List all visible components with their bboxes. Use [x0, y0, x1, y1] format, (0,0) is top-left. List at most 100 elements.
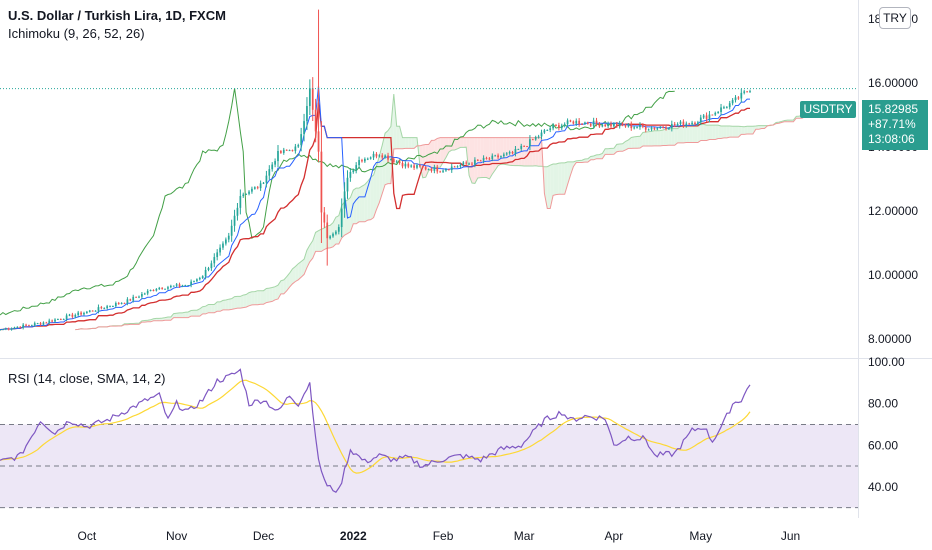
cloud-segment	[634, 136, 638, 149]
candle-body	[676, 124, 679, 126]
candle-body	[271, 164, 274, 170]
cloud-segment	[388, 126, 391, 184]
cloud-segment	[721, 126, 724, 139]
price-tick-label: 12.00000	[868, 204, 918, 218]
candle-body	[4, 328, 7, 330]
candle-body	[465, 162, 468, 164]
cloud-segment	[747, 126, 750, 134]
candle-body	[740, 92, 743, 99]
rsi-label[interactable]: RSI (14, close, SMA, 14, 2)	[8, 371, 166, 386]
cloud-segment	[309, 240, 313, 262]
candle-body	[80, 312, 82, 315]
cloud-segment	[428, 140, 432, 171]
ichimoku-label[interactable]: Ichimoku (9, 26, 52, 26)	[8, 26, 145, 41]
price-pane[interactable]	[0, 9, 858, 331]
candle-body	[190, 281, 192, 286]
candle-body	[308, 88, 311, 107]
candle-body	[685, 123, 688, 126]
cloud-segment	[214, 301, 218, 313]
cloud-segment	[405, 137, 409, 149]
cloud-segment	[492, 137, 496, 175]
candle-body	[569, 120, 572, 122]
cloud-segment	[448, 137, 452, 153]
candle-body	[329, 236, 331, 239]
candle-body	[456, 166, 459, 168]
candle-body	[586, 122, 589, 124]
candle-body	[106, 306, 109, 309]
time-tick-label: Oct	[78, 529, 97, 543]
candle-body	[442, 170, 444, 172]
symbol-title[interactable]: U.S. Dollar / Turkish Lira, 1D, FXCM	[8, 8, 226, 23]
rsi-tick-label: 60.00	[868, 438, 898, 452]
candle-body	[410, 165, 413, 167]
last-price-box: 15.82985 +87.71% 13:08:06	[862, 100, 928, 150]
cloud-segment	[463, 137, 467, 148]
candle-body	[566, 120, 569, 125]
rsi-tick-label: 80.00	[868, 397, 898, 411]
time-tick-label: Nov	[166, 529, 187, 543]
cloud-segment	[755, 125, 759, 130]
candle-body	[332, 233, 334, 237]
candle-body	[13, 327, 16, 329]
candle-body	[462, 162, 465, 165]
candle-body	[175, 284, 178, 286]
cloud-segment	[237, 296, 241, 309]
candle-body	[419, 165, 421, 167]
candle-body	[294, 146, 297, 152]
candle-body	[352, 170, 355, 173]
cloud-segment	[156, 318, 160, 321]
candle-body	[161, 287, 164, 289]
cloud-segment	[616, 144, 620, 152]
candle-body	[2, 329, 4, 331]
candle-body	[97, 307, 100, 311]
candle-body	[471, 163, 473, 165]
candle-body	[74, 314, 77, 317]
cloud-segment	[561, 162, 565, 195]
candle-body	[610, 123, 612, 127]
cloud-segment	[318, 229, 322, 252]
rsi-pane[interactable]	[0, 368, 858, 509]
cloud-segment	[321, 228, 325, 252]
candle-body	[303, 121, 305, 135]
cloud-segment	[483, 137, 487, 178]
candle-body	[71, 314, 74, 317]
cloud-segment	[385, 130, 389, 185]
cloud-segment	[269, 287, 273, 302]
cloud-segment	[170, 313, 174, 321]
candle-body	[401, 163, 404, 167]
chart-legend: U.S. Dollar / Turkish Lira, 1D, FXCM Ich…	[8, 7, 226, 43]
candle-body	[123, 302, 126, 304]
cloud-segment	[674, 128, 678, 146]
candle-body	[22, 324, 25, 328]
time-tick-label: Dec	[253, 529, 274, 543]
candle-body	[146, 290, 149, 294]
candle-body	[256, 187, 259, 189]
candle-body	[219, 247, 221, 253]
cloud-segment	[544, 166, 548, 209]
cloud-segment	[167, 316, 171, 321]
candle-body	[720, 107, 722, 112]
candle-body	[416, 165, 418, 168]
candle-body	[253, 187, 256, 189]
candle-body	[520, 145, 523, 149]
cloud-segment	[280, 279, 284, 294]
cloud-segment	[188, 310, 192, 318]
candle-body	[227, 235, 230, 240]
candle-body	[103, 308, 106, 310]
cloud-segment	[272, 286, 276, 302]
cloud-segment	[619, 143, 623, 152]
candle-body	[343, 191, 346, 209]
candle-body	[33, 323, 36, 326]
candle-body	[621, 123, 624, 126]
candle-body	[723, 107, 725, 109]
cloud-segment	[399, 126, 403, 149]
cloud-segment	[553, 164, 556, 196]
candle-body	[361, 160, 363, 162]
candle-body	[135, 296, 137, 298]
candle-body	[198, 278, 201, 280]
currency-button[interactable]: TRY	[879, 7, 911, 29]
candle-body	[143, 293, 146, 295]
candle-body	[245, 193, 248, 195]
